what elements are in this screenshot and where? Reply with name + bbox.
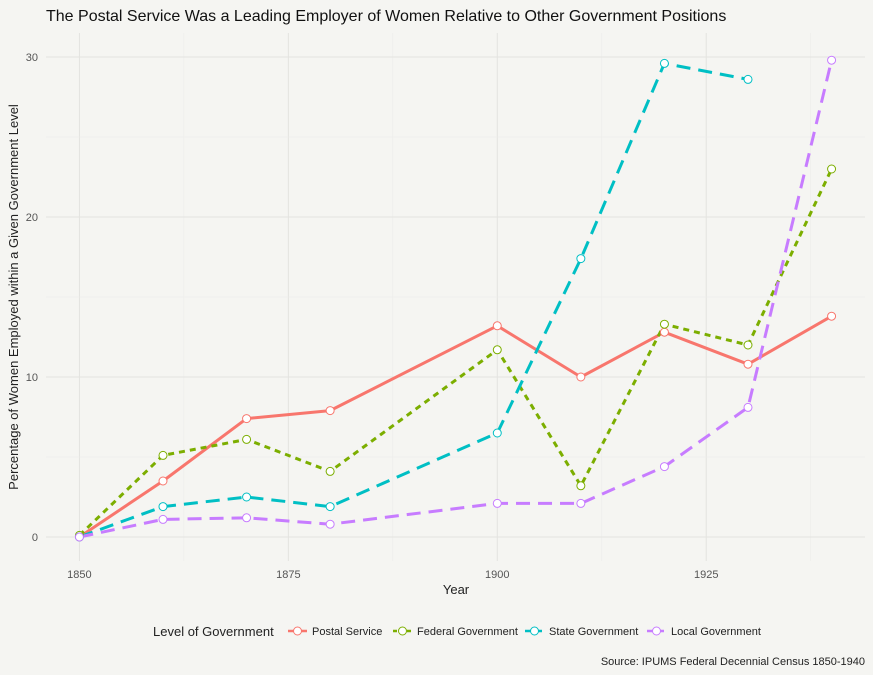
x-tick-label: 1875 (276, 569, 300, 581)
y-tick-label: 30 (26, 52, 38, 64)
x-tick-label: 1900 (485, 569, 509, 581)
legend-key-point (398, 626, 407, 636)
legend-title: Level of Government (153, 624, 274, 639)
data-point (158, 502, 168, 512)
series-line (79, 59, 834, 539)
data-point (576, 254, 586, 264)
y-tick-label: 20 (26, 212, 38, 224)
data-point (242, 513, 252, 523)
series-layer (74, 55, 837, 542)
source-note: Source: IPUMS Federal Decennial Census 1… (601, 656, 865, 668)
series-line (78, 61, 749, 539)
data-point (743, 74, 753, 84)
legend-label: Postal Service (312, 626, 382, 638)
data-point (827, 311, 837, 321)
legend-label: Federal Government (417, 626, 518, 638)
legend: Level of Government Postal Service Federa… (153, 624, 761, 639)
data-point (492, 498, 502, 508)
y-tick-label: 10 (26, 372, 38, 384)
x-axis-ticks: 1850 1875 1900 1925 (67, 569, 718, 581)
data-point (74, 532, 84, 542)
data-point (743, 359, 753, 369)
data-point (242, 414, 252, 424)
data-point (659, 327, 669, 337)
data-point (659, 319, 669, 329)
data-point (325, 406, 335, 416)
data-point (576, 498, 586, 508)
data-point (242, 492, 252, 502)
data-point (325, 466, 335, 476)
grid (46, 33, 865, 561)
data-point (743, 340, 753, 350)
y-axis-title: Percentage of Women Employed within a Gi… (6, 104, 21, 490)
data-point (158, 450, 168, 460)
legend-key-point (293, 626, 302, 636)
y-tick-label: 0 (32, 532, 38, 544)
x-axis-title: Year (443, 582, 470, 597)
x-tick-label: 1850 (67, 569, 91, 581)
data-point (659, 58, 669, 68)
data-point (158, 514, 168, 524)
legend-key-point (652, 626, 661, 636)
legend-key-point (530, 626, 539, 636)
legend-label: State Government (549, 626, 638, 638)
data-point (325, 502, 335, 512)
data-point (492, 345, 502, 355)
data-point (827, 164, 837, 174)
data-point (158, 476, 168, 486)
x-tick-label: 1925 (694, 569, 718, 581)
legend-label: Local Government (671, 626, 761, 638)
y-axis-ticks: 0 10 20 30 (26, 52, 38, 544)
data-point (576, 372, 586, 382)
data-point (325, 519, 335, 529)
data-point (743, 402, 753, 412)
data-point (242, 434, 252, 444)
data-point (827, 55, 837, 65)
data-point (576, 481, 586, 491)
data-point (492, 321, 502, 331)
chart-title: The Postal Service Was a Leading Employe… (46, 8, 726, 25)
data-point (492, 428, 502, 438)
data-point (659, 462, 669, 472)
